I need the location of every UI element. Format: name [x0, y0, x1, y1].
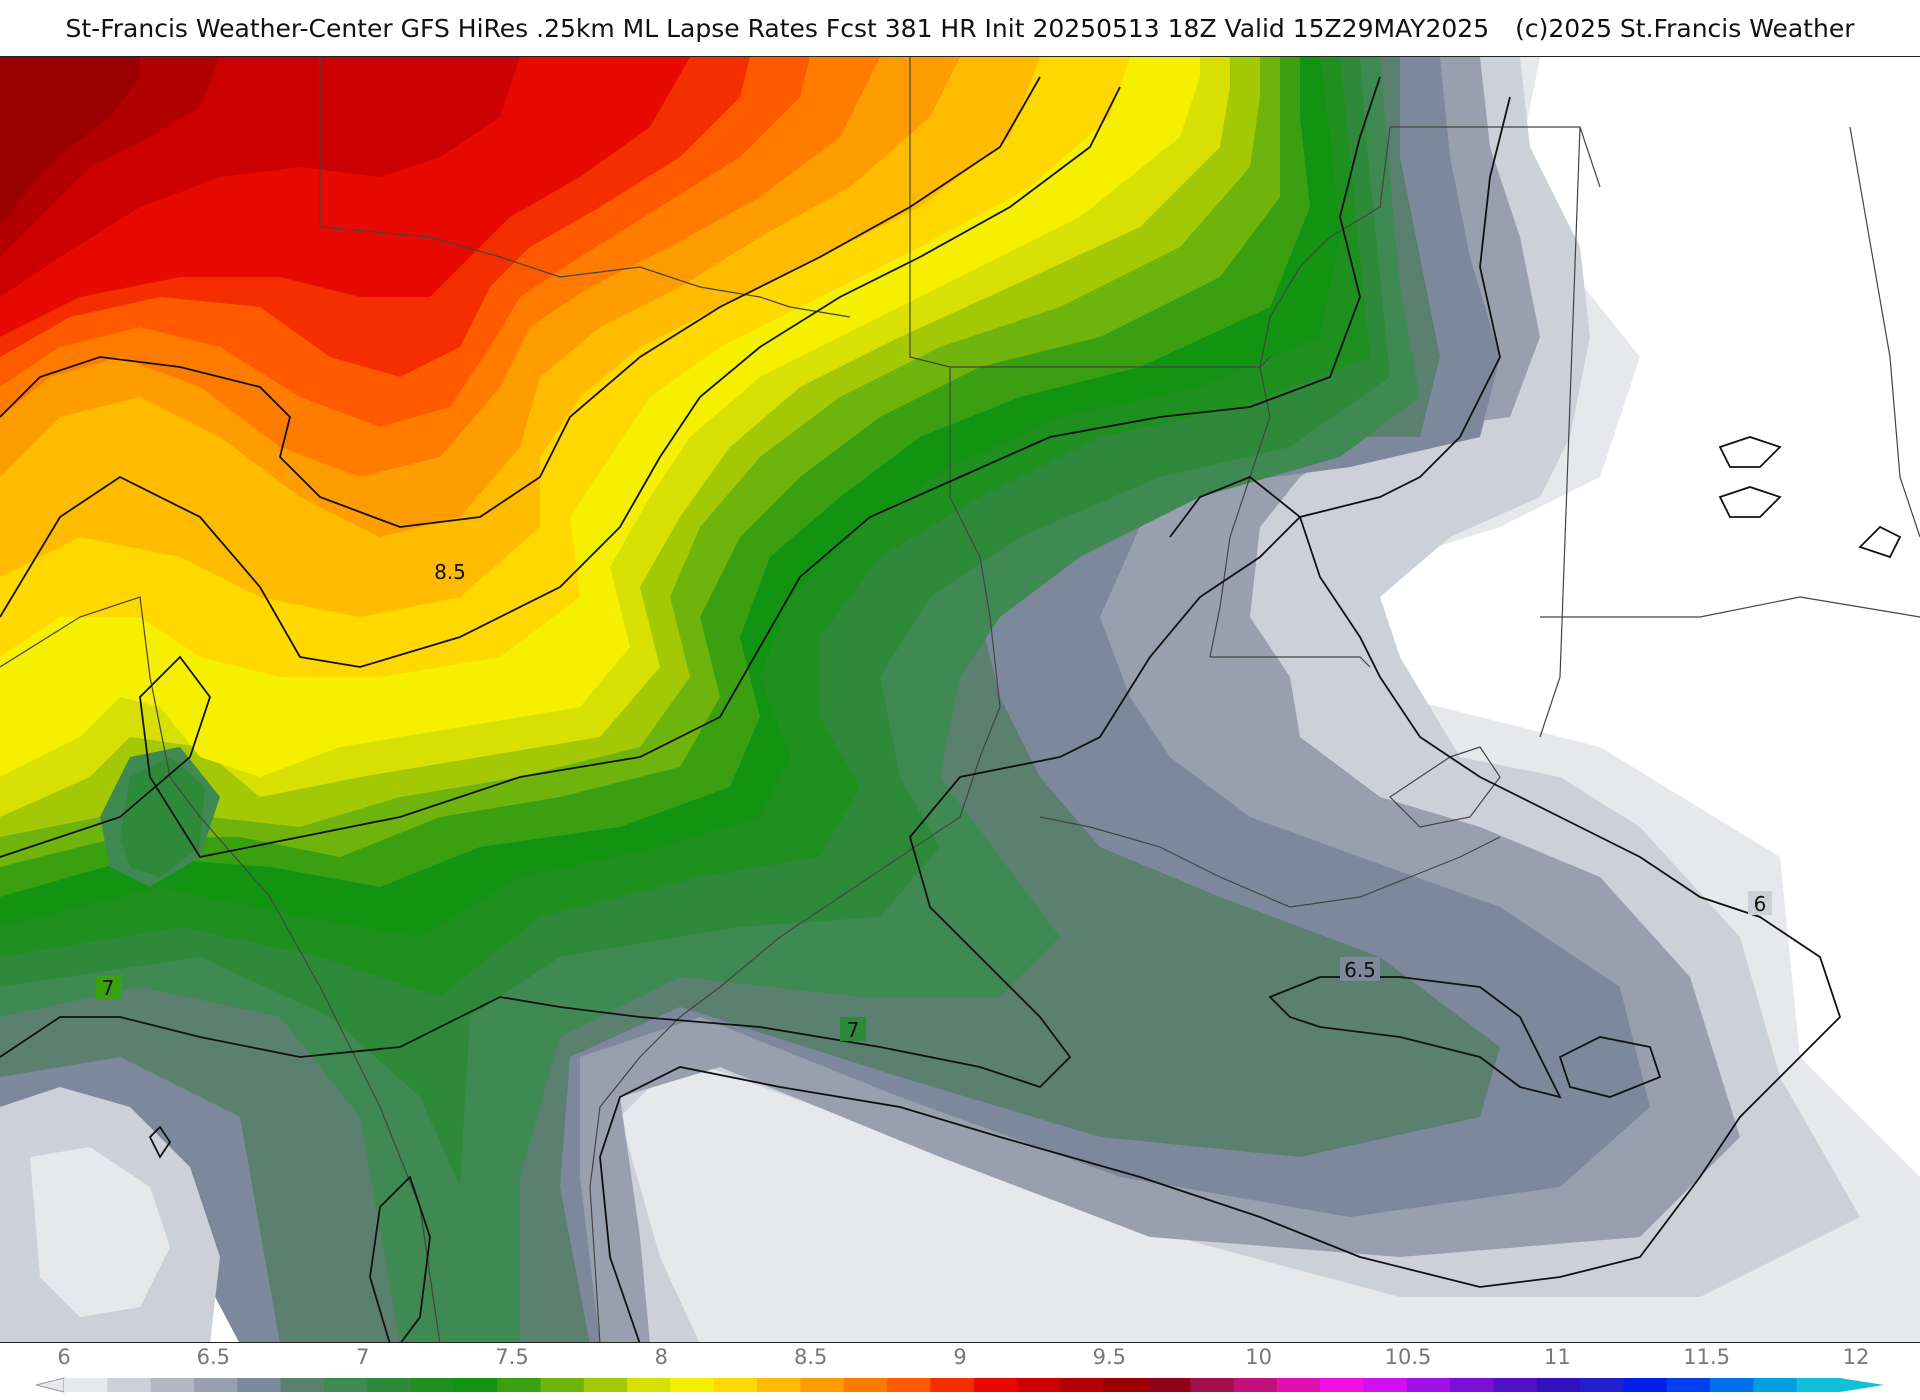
contour-label-bg-1	[430, 559, 470, 583]
colorbar-swatches	[35, 1377, 1884, 1393]
colorbar-swatch	[1450, 1378, 1494, 1392]
contour-lines	[0, 76, 1902, 1342]
contour-6-b	[1558, 1036, 1662, 1098]
colorbar-swatch	[193, 1378, 238, 1392]
colorbar-swatch	[323, 1378, 368, 1392]
colorbar-tick-label: 7	[355, 1345, 370, 1369]
contour-label-bg-3	[840, 1017, 866, 1041]
colorbar-swatch	[1493, 1378, 1538, 1392]
colorbar-swatch	[930, 1378, 975, 1392]
contour-label-bg-2	[96, 975, 122, 999]
colorbar-swatch	[1710, 1378, 1754, 1392]
contour-7	[0, 96, 1511, 1089]
colorbar-swatch	[887, 1378, 931, 1392]
colorbar-swatch	[757, 1378, 801, 1392]
colorbar-swatch	[713, 1378, 758, 1392]
contour-label-6-5: 6.5	[1344, 958, 1376, 982]
colorbar-tick-label: 10.5	[1384, 1345, 1432, 1369]
colorbar-swatch	[1060, 1378, 1105, 1392]
colorbar-tick-label: 8.5	[793, 1345, 828, 1369]
colorbar-swatch	[800, 1378, 845, 1392]
colorbar-swatch	[843, 1378, 888, 1392]
contour-8-5	[0, 76, 1041, 528]
colorbar-swatch	[280, 1378, 325, 1392]
title-main: St-Francis Weather-Center GFS HiRes .25k…	[65, 13, 1490, 43]
contour-6-f	[148, 1125, 172, 1159]
contour-6-5	[1268, 976, 1562, 1099]
colorbar-swatch	[1796, 1378, 1841, 1392]
colorbar-tick-label: 7.5	[495, 1345, 529, 1369]
lapse-rate-map: 8.5 7 7 6.5 6	[0, 56, 1920, 1343]
colorbar-swatch	[1666, 1378, 1711, 1392]
colorbar-swatch	[453, 1378, 498, 1392]
colorbar-swatch	[540, 1378, 585, 1392]
map-canvas: 8.5 7 7 6.5 6	[0, 57, 1920, 1342]
colorbar-swatch	[627, 1378, 671, 1392]
colorbar-tick-label: 12	[1842, 1345, 1870, 1369]
shade-6-sw	[30, 1147, 170, 1317]
colorbar-swatch	[1146, 1378, 1191, 1392]
colorbar-tick-label: 11.5	[1683, 1345, 1731, 1369]
title-copyright: (c)2025 St.Francis Weather	[1515, 13, 1855, 43]
colorbar: 6 6.5 7 7.5 8 8.5 9 9.5 10 10.5 11 11.5 12	[0, 1343, 1920, 1400]
colorbar-swatch	[973, 1378, 1018, 1392]
shade-72-sw	[120, 757, 205, 877]
colorbar-tick-label: 11	[1543, 1345, 1571, 1369]
contour-label-7-central: 7	[847, 1018, 860, 1042]
colorbar-tick-label: 9.5	[1092, 1345, 1127, 1369]
contour-label-bg-4	[1340, 957, 1380, 981]
colorbar-swatch	[1536, 1378, 1581, 1392]
colorbar-tick-label: 6	[57, 1345, 71, 1369]
contour-label-6: 6	[1754, 892, 1767, 916]
contour-7-b	[369, 1175, 431, 1342]
contour-label-bg-5	[1748, 891, 1772, 915]
colorbar-swatch	[1406, 1378, 1451, 1392]
colorbar-swatch	[1016, 1378, 1061, 1392]
contour-label-7-west: 7	[102, 976, 115, 1000]
colorbar-min-arrow	[35, 1377, 65, 1393]
state-borders	[0, 57, 1920, 1342]
colorbar-swatch	[107, 1378, 152, 1392]
colorbar-tick-label: 8	[654, 1345, 669, 1369]
colorbar-swatch	[1753, 1378, 1798, 1392]
colorbar-tick-label: 6.5	[196, 1345, 231, 1369]
contour-6	[599, 475, 1842, 1342]
colorbar-swatch	[1276, 1378, 1321, 1392]
colorbar-swatch	[410, 1378, 455, 1392]
colorbar-max-arrow	[1840, 1378, 1884, 1392]
shade-98	[0, 57, 140, 227]
colorbar-swatch	[1233, 1378, 1278, 1392]
chart-title: St-Francis Weather-Center GFS HiRes .25k…	[0, 0, 1920, 56]
colorbar-swatch	[583, 1378, 628, 1392]
colorbar-swatch	[497, 1378, 541, 1392]
contour-6-c	[1718, 436, 1782, 468]
colorbar-swatch	[1580, 1378, 1624, 1392]
colorbar-swatch	[1103, 1378, 1148, 1392]
colorbar-swatch	[367, 1378, 412, 1392]
colorbar-swatch	[1623, 1378, 1668, 1392]
contour-8	[0, 86, 1121, 668]
colorbar-swatch	[1320, 1378, 1365, 1392]
colorbar-swatch	[64, 1378, 108, 1392]
colorbar-tick-label: 10	[1245, 1345, 1273, 1369]
colorbar-tick-label: 9	[953, 1345, 967, 1369]
contour-label-8-5: 8.5	[434, 560, 466, 584]
colorbar-swatch	[1190, 1378, 1235, 1392]
contour-6-e	[1858, 525, 1902, 559]
contour-6-d	[1718, 486, 1782, 518]
contour-7-5	[0, 76, 1381, 859]
colorbar-swatch	[237, 1378, 282, 1392]
colorbar-swatch	[150, 1378, 195, 1392]
colorbar-swatch	[670, 1378, 715, 1392]
colorbar-swatch	[1363, 1378, 1408, 1392]
